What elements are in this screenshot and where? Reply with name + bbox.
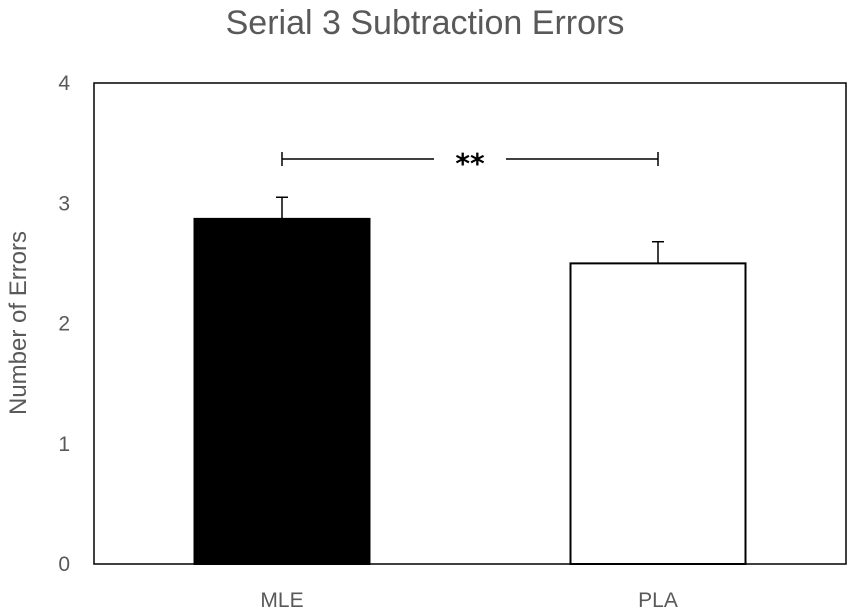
y-ticks: 0 1 2 3 4 xyxy=(58,72,70,576)
error-bars xyxy=(276,196,664,264)
bar-pla xyxy=(569,262,747,565)
bars xyxy=(193,217,747,565)
y-tick-label: 4 xyxy=(58,72,70,95)
y-tick-label: 3 xyxy=(58,192,70,215)
significance-label: ** xyxy=(455,147,485,180)
bar-mle xyxy=(193,217,371,565)
x-tick-labels: MLE PLA xyxy=(260,589,677,612)
plot-area xyxy=(93,82,847,565)
chart-title: Serial 3 Subtraction Errors xyxy=(226,4,625,42)
y-tick-label: 1 xyxy=(58,433,70,456)
y-tick-label: 0 xyxy=(58,553,70,576)
y-tick-label: 2 xyxy=(58,313,70,336)
x-tick-label-mle: MLE xyxy=(260,589,303,612)
x-tick-label-pla: PLA xyxy=(638,589,678,612)
y-axis-label: Number of Errors xyxy=(5,231,32,415)
significance-bracket: ** xyxy=(281,147,659,180)
